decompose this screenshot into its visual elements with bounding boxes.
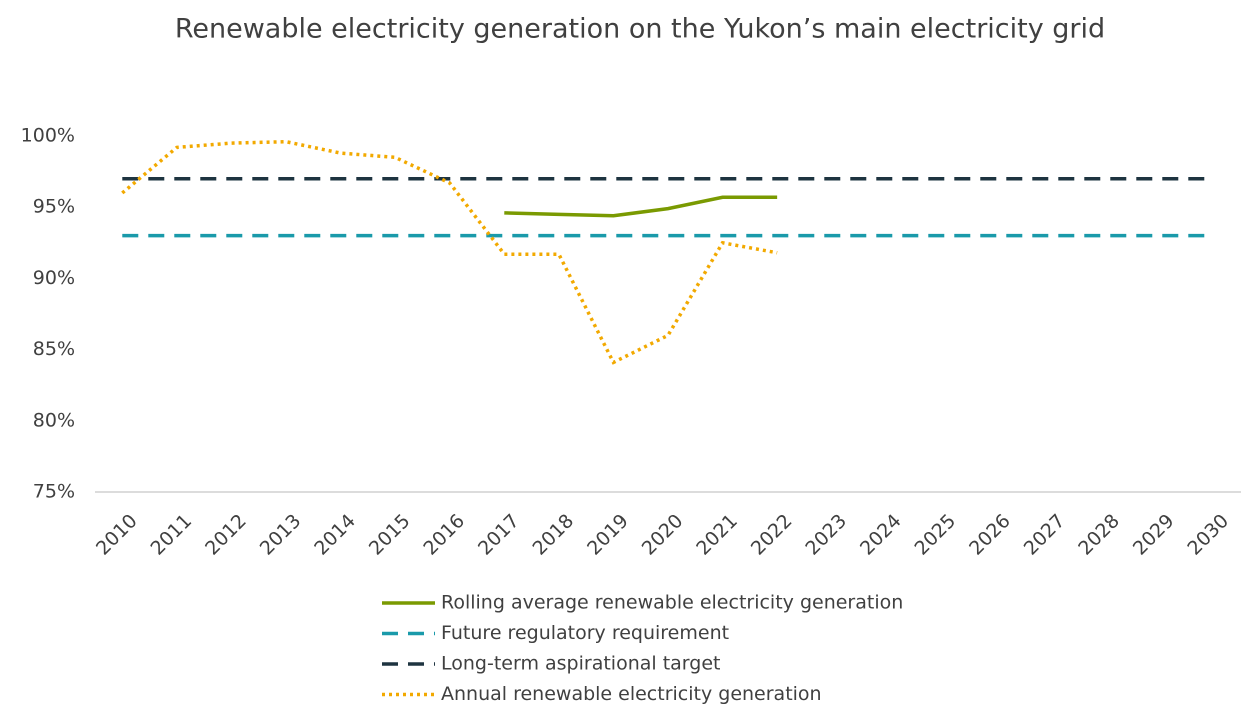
- x-tick-label: 2022: [747, 510, 797, 560]
- y-tick-label: 90%: [33, 267, 75, 289]
- x-tick-label: 2029: [1129, 510, 1179, 560]
- legend-label: Long-term aspirational target: [441, 653, 720, 675]
- series-line: [504, 195, 778, 218]
- x-tick-label: 2026: [965, 510, 1015, 560]
- x-tick-label: 2027: [1020, 510, 1070, 560]
- x-tick-label: 2014: [310, 510, 360, 560]
- x-tick-label: 2021: [692, 510, 742, 560]
- x-tick-label: 2012: [201, 510, 251, 560]
- x-tick-label: 2016: [419, 510, 469, 560]
- y-tick-label: 100%: [21, 125, 75, 147]
- x-tick-label: 2010: [92, 510, 142, 560]
- y-tick-label: 95%: [33, 196, 75, 218]
- x-tick-label: 2018: [529, 510, 579, 560]
- x-tick-label: 2023: [801, 510, 851, 560]
- series-line: [121, 139, 778, 365]
- y-tick-label: 85%: [33, 338, 75, 360]
- x-tick-label: 2015: [365, 510, 415, 560]
- x-tick-label: 2024: [856, 510, 906, 560]
- x-tick-label: 2030: [1183, 510, 1233, 560]
- x-tick-label: 2020: [638, 510, 688, 560]
- legend-label: Annual renewable electricity generation: [441, 683, 822, 705]
- y-tick-label: 75%: [33, 481, 75, 503]
- x-tick-label: 2011: [147, 510, 197, 560]
- x-tick-label: 2019: [583, 510, 633, 560]
- x-tick-label: 2028: [1074, 510, 1124, 560]
- legend-label: Future regulatory requirement: [441, 622, 729, 644]
- chart-title: Renewable electricity generation on the …: [175, 14, 1105, 45]
- y-tick-label: 80%: [33, 409, 75, 431]
- x-tick-label: 2013: [256, 510, 306, 560]
- x-tick-label: 2025: [911, 510, 961, 560]
- x-tick-label: 2017: [474, 510, 524, 560]
- legend-label: Rolling average renewable electricity ge…: [441, 592, 903, 614]
